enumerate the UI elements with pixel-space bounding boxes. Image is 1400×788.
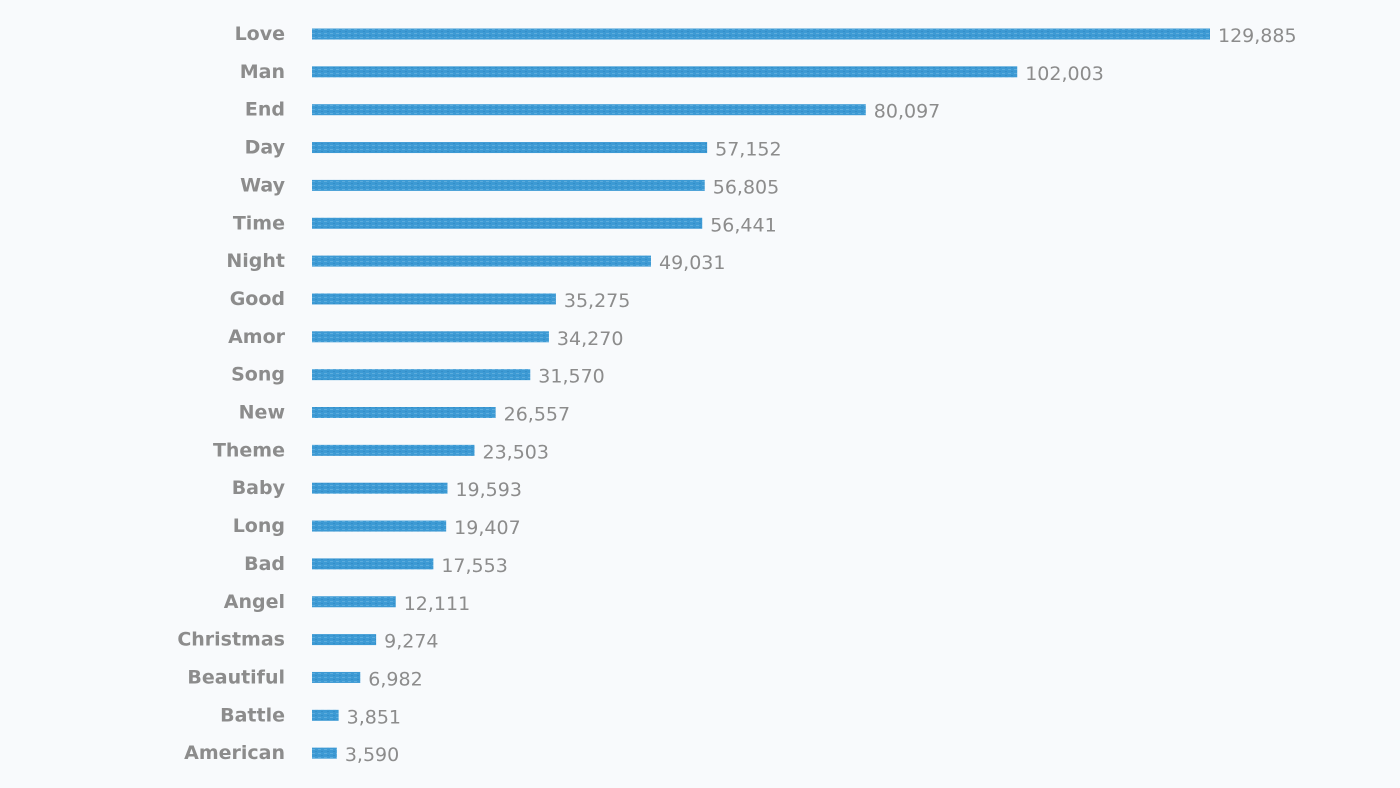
bar <box>312 331 549 343</box>
value-label: 6,982 <box>368 668 422 690</box>
bar <box>312 709 339 721</box>
category-label: Man <box>240 61 285 83</box>
category-label: Beautiful <box>187 666 285 688</box>
value-label: 56,805 <box>713 176 779 198</box>
bar <box>312 671 361 683</box>
value-label: 17,553 <box>441 555 507 577</box>
value-label: 19,593 <box>455 479 521 501</box>
category-label: Song <box>231 364 285 386</box>
bar <box>312 179 705 191</box>
category-label: Day <box>245 137 286 159</box>
value-label: 26,557 <box>504 404 570 426</box>
bar <box>312 369 531 381</box>
category-label: End <box>245 99 285 121</box>
category-label: Amor <box>228 326 286 348</box>
category-label: Way <box>240 174 286 196</box>
category-label: Time <box>233 212 285 234</box>
bar <box>312 255 651 267</box>
value-label: 49,031 <box>659 252 725 274</box>
bar <box>312 444 475 456</box>
category-label: New <box>239 402 285 424</box>
value-label: 57,152 <box>715 139 781 161</box>
value-label: 12,111 <box>404 593 470 615</box>
bar <box>312 293 556 305</box>
category-label: American <box>184 742 285 764</box>
value-label: 3,590 <box>345 744 399 766</box>
value-label: 19,407 <box>454 517 520 539</box>
category-label: Angel <box>224 591 285 613</box>
bar <box>312 142 708 154</box>
category-label: Battle <box>220 704 285 726</box>
value-label: 9,274 <box>384 631 438 653</box>
value-label: 102,003 <box>1025 63 1104 85</box>
value-label: 23,503 <box>482 441 548 463</box>
value-label: 56,441 <box>710 214 776 236</box>
bars-group: Love 129,885 Man 102,003 End 80,097 Day 57,152 W… <box>177 23 1296 766</box>
category-label: Love <box>235 23 285 45</box>
value-label: 80,097 <box>874 101 940 123</box>
bar <box>312 482 448 494</box>
bar <box>312 520 447 532</box>
category-label: Good <box>230 288 285 310</box>
value-label: 3,851 <box>347 706 401 728</box>
category-label: Night <box>226 250 285 272</box>
category-label: Long <box>233 515 285 537</box>
category-label: Christmas <box>177 629 285 651</box>
category-label: Theme <box>213 439 285 461</box>
bar <box>312 558 434 570</box>
bar <box>312 104 866 116</box>
bar <box>312 596 396 608</box>
value-label: 31,570 <box>538 366 604 388</box>
bar <box>312 747 337 759</box>
bar <box>312 66 1018 78</box>
bar <box>312 407 496 418</box>
category-label: Bad <box>244 553 285 575</box>
value-label: 35,275 <box>564 290 630 312</box>
category-label: Baby <box>232 477 286 499</box>
value-label: 129,885 <box>1218 25 1297 47</box>
bar <box>312 634 377 646</box>
bar <box>312 28 1210 40</box>
bar <box>312 217 703 229</box>
value-label: 34,270 <box>557 328 623 350</box>
